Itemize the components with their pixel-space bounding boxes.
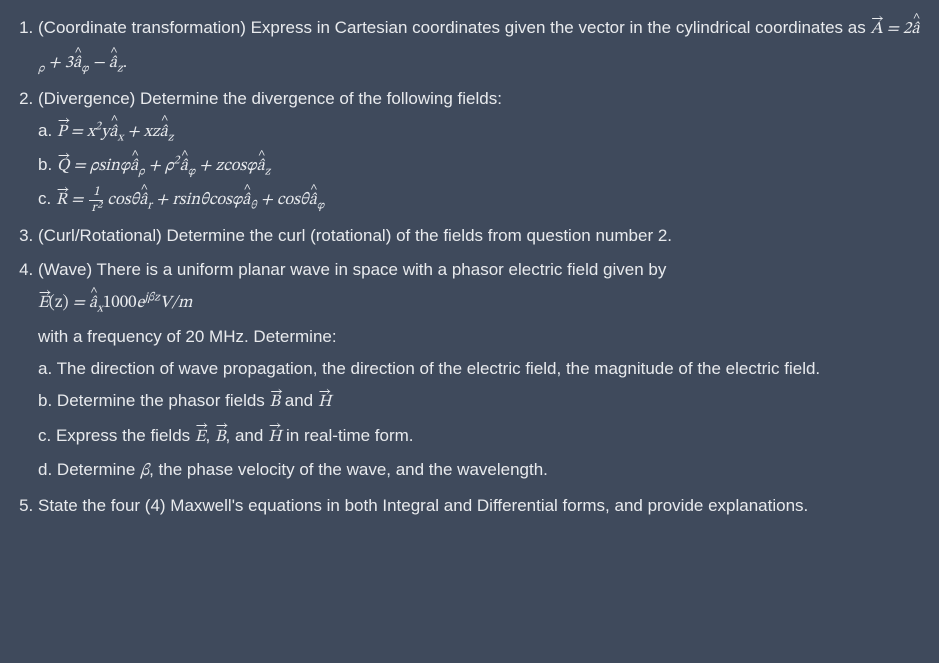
- q4-d: d. Determine β, the phase velocity of th…: [38, 454, 921, 488]
- sub-letter: a.: [38, 359, 52, 378]
- q2-subparts: a. P = x2yâx + xzâz b. Q = ρsinφâρ + ρ2â…: [38, 115, 921, 218]
- question-5: State the four (4) Maxwell's equations i…: [38, 490, 921, 524]
- sub-text-after: , the phase velocity of the wave, and th…: [149, 460, 548, 479]
- question-4: (Wave) There is a uniform planar wave in…: [38, 254, 921, 490]
- sub-letter: c.: [38, 189, 51, 208]
- sub-letter: b.: [38, 155, 52, 174]
- q2-b-eq: Q = ρsinφâρ + ρ2âφ + zcosφâz: [57, 158, 270, 175]
- q1-text: (Coordinate transformation) Express in C…: [38, 18, 870, 37]
- sub-letter: c.: [38, 426, 51, 445]
- sub-text: Determine: [57, 460, 140, 479]
- sub-text: Determine the phasor fields: [57, 391, 270, 410]
- q4-b: b. Determine the phasor fields B and H: [38, 385, 921, 419]
- question-list: (Coordinate transformation) Express in C…: [10, 12, 921, 524]
- q4-intro: (Wave) There is a uniform planar wave in…: [38, 260, 666, 279]
- beta-symbol: β: [140, 463, 149, 480]
- q3-text: (Curl/Rotational) Determine the curl (ro…: [38, 226, 672, 245]
- q4-c: c. Express the fields E, B, and H in rea…: [38, 420, 921, 454]
- sub-text: Express the fields: [56, 426, 195, 445]
- sub-text-after: in real-time form.: [281, 426, 413, 445]
- q2-c-eq: R = 1r²cosθâr + rsinθcosφâθ + cosθâφ: [56, 192, 324, 209]
- question-1: (Coordinate transformation) Express in C…: [38, 12, 921, 83]
- q2-a: a. P = x2yâx + xzâz: [38, 115, 921, 149]
- q4-equation: E(z) = âx1000ejβzV/m: [38, 295, 192, 312]
- q2-a-eq: P = x2yâx + xzâz: [57, 124, 173, 141]
- sub-text: The direction of wave propagation, the d…: [57, 359, 821, 378]
- sub-letter: a.: [38, 121, 52, 140]
- conj: and: [280, 391, 318, 410]
- question-3: (Curl/Rotational) Determine the curl (ro…: [38, 220, 921, 254]
- q4-line2: with a frequency of 20 MHz. Determine:: [38, 321, 921, 353]
- question-2: (Divergence) Determine the divergence of…: [38, 83, 921, 220]
- problem-set-page: (Coordinate transformation) Express in C…: [0, 0, 939, 536]
- q1-period: .: [123, 52, 128, 71]
- q4-a: a. The direction of wave propagation, th…: [38, 353, 921, 385]
- sub-letter: b.: [38, 391, 52, 410]
- q2-b: b. Q = ρsinφâρ + ρ2âφ + zcosφâz: [38, 149, 921, 183]
- q4-body: E(z) = âx1000ejβzV/m with a frequency of…: [38, 286, 921, 488]
- q2-intro: (Divergence) Determine the divergence of…: [38, 89, 502, 108]
- q5-text: State the four (4) Maxwell's equations i…: [38, 496, 808, 515]
- q4-equation-line: E(z) = âx1000ejβzV/m: [38, 286, 921, 320]
- q2-c: c. R = 1r²cosθâr + rsinθcosφâθ + cosθâφ: [38, 183, 921, 217]
- sub-letter: d.: [38, 460, 52, 479]
